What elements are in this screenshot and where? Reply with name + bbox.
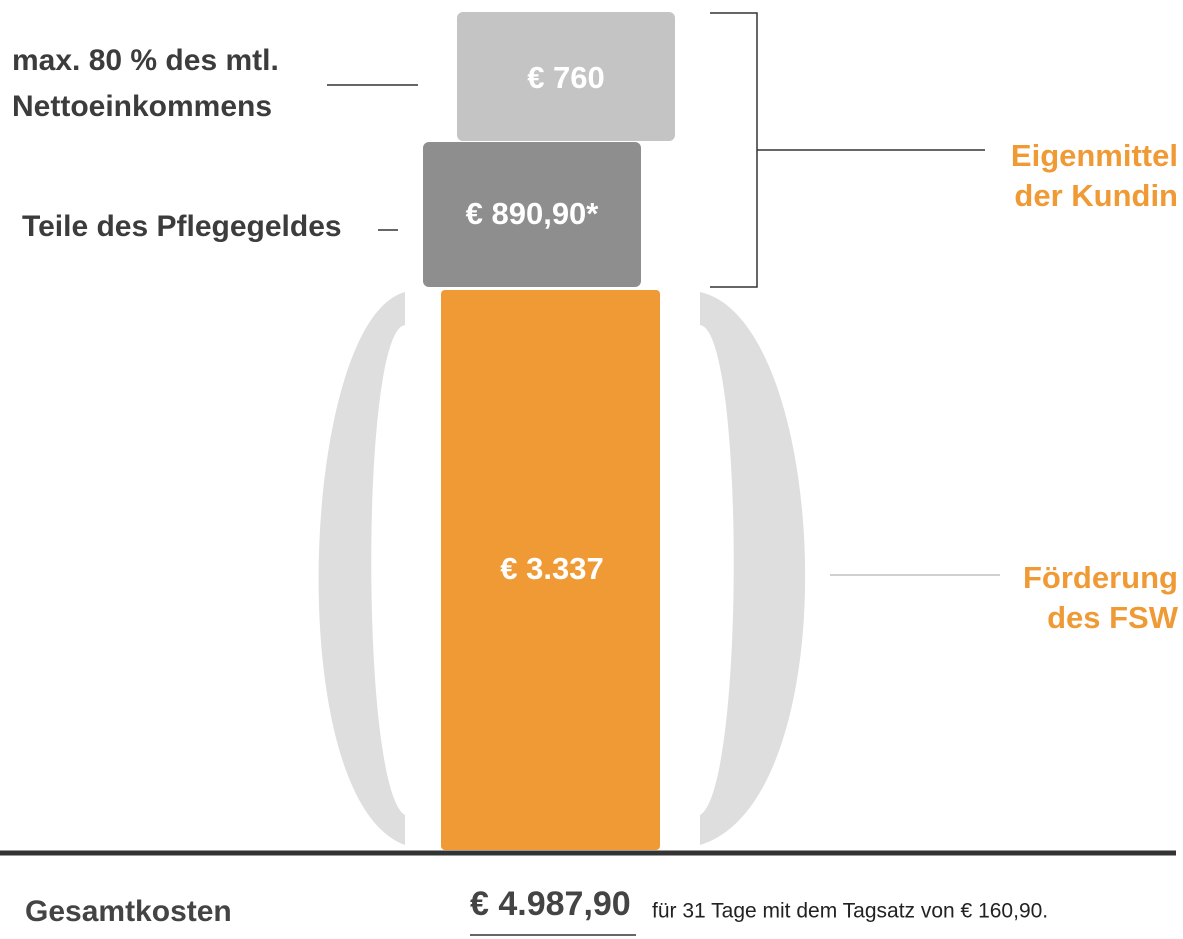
block-760: [457, 12, 675, 141]
amount: € 3.337: [500, 551, 603, 586]
label: Nettoeinkommens: [12, 90, 272, 123]
group-label: Förderung: [1023, 560, 1178, 595]
block-foerderung: [441, 290, 660, 850]
block-pflegegeld: [423, 142, 641, 287]
total-amount: € 4.987,90: [470, 885, 631, 923]
label: Teile des Pflegegeldes: [22, 210, 342, 243]
group-label: der Kundin: [1014, 178, 1178, 213]
bracket: [710, 12, 985, 288]
amount: € 760: [527, 60, 605, 95]
amount: € 890,90*: [466, 196, 600, 231]
right-paren: [700, 292, 806, 845]
group-label: des FSW: [1047, 600, 1179, 635]
label: max. 80 % des mtl.: [12, 44, 279, 77]
total-label: Gesamtkosten: [25, 895, 232, 928]
total-note: für 31 Tage mit dem Tagsatz von € 160,90…: [652, 900, 1048, 923]
group-label: Eigenmittel: [1011, 138, 1178, 173]
left-paren: [318, 292, 405, 845]
